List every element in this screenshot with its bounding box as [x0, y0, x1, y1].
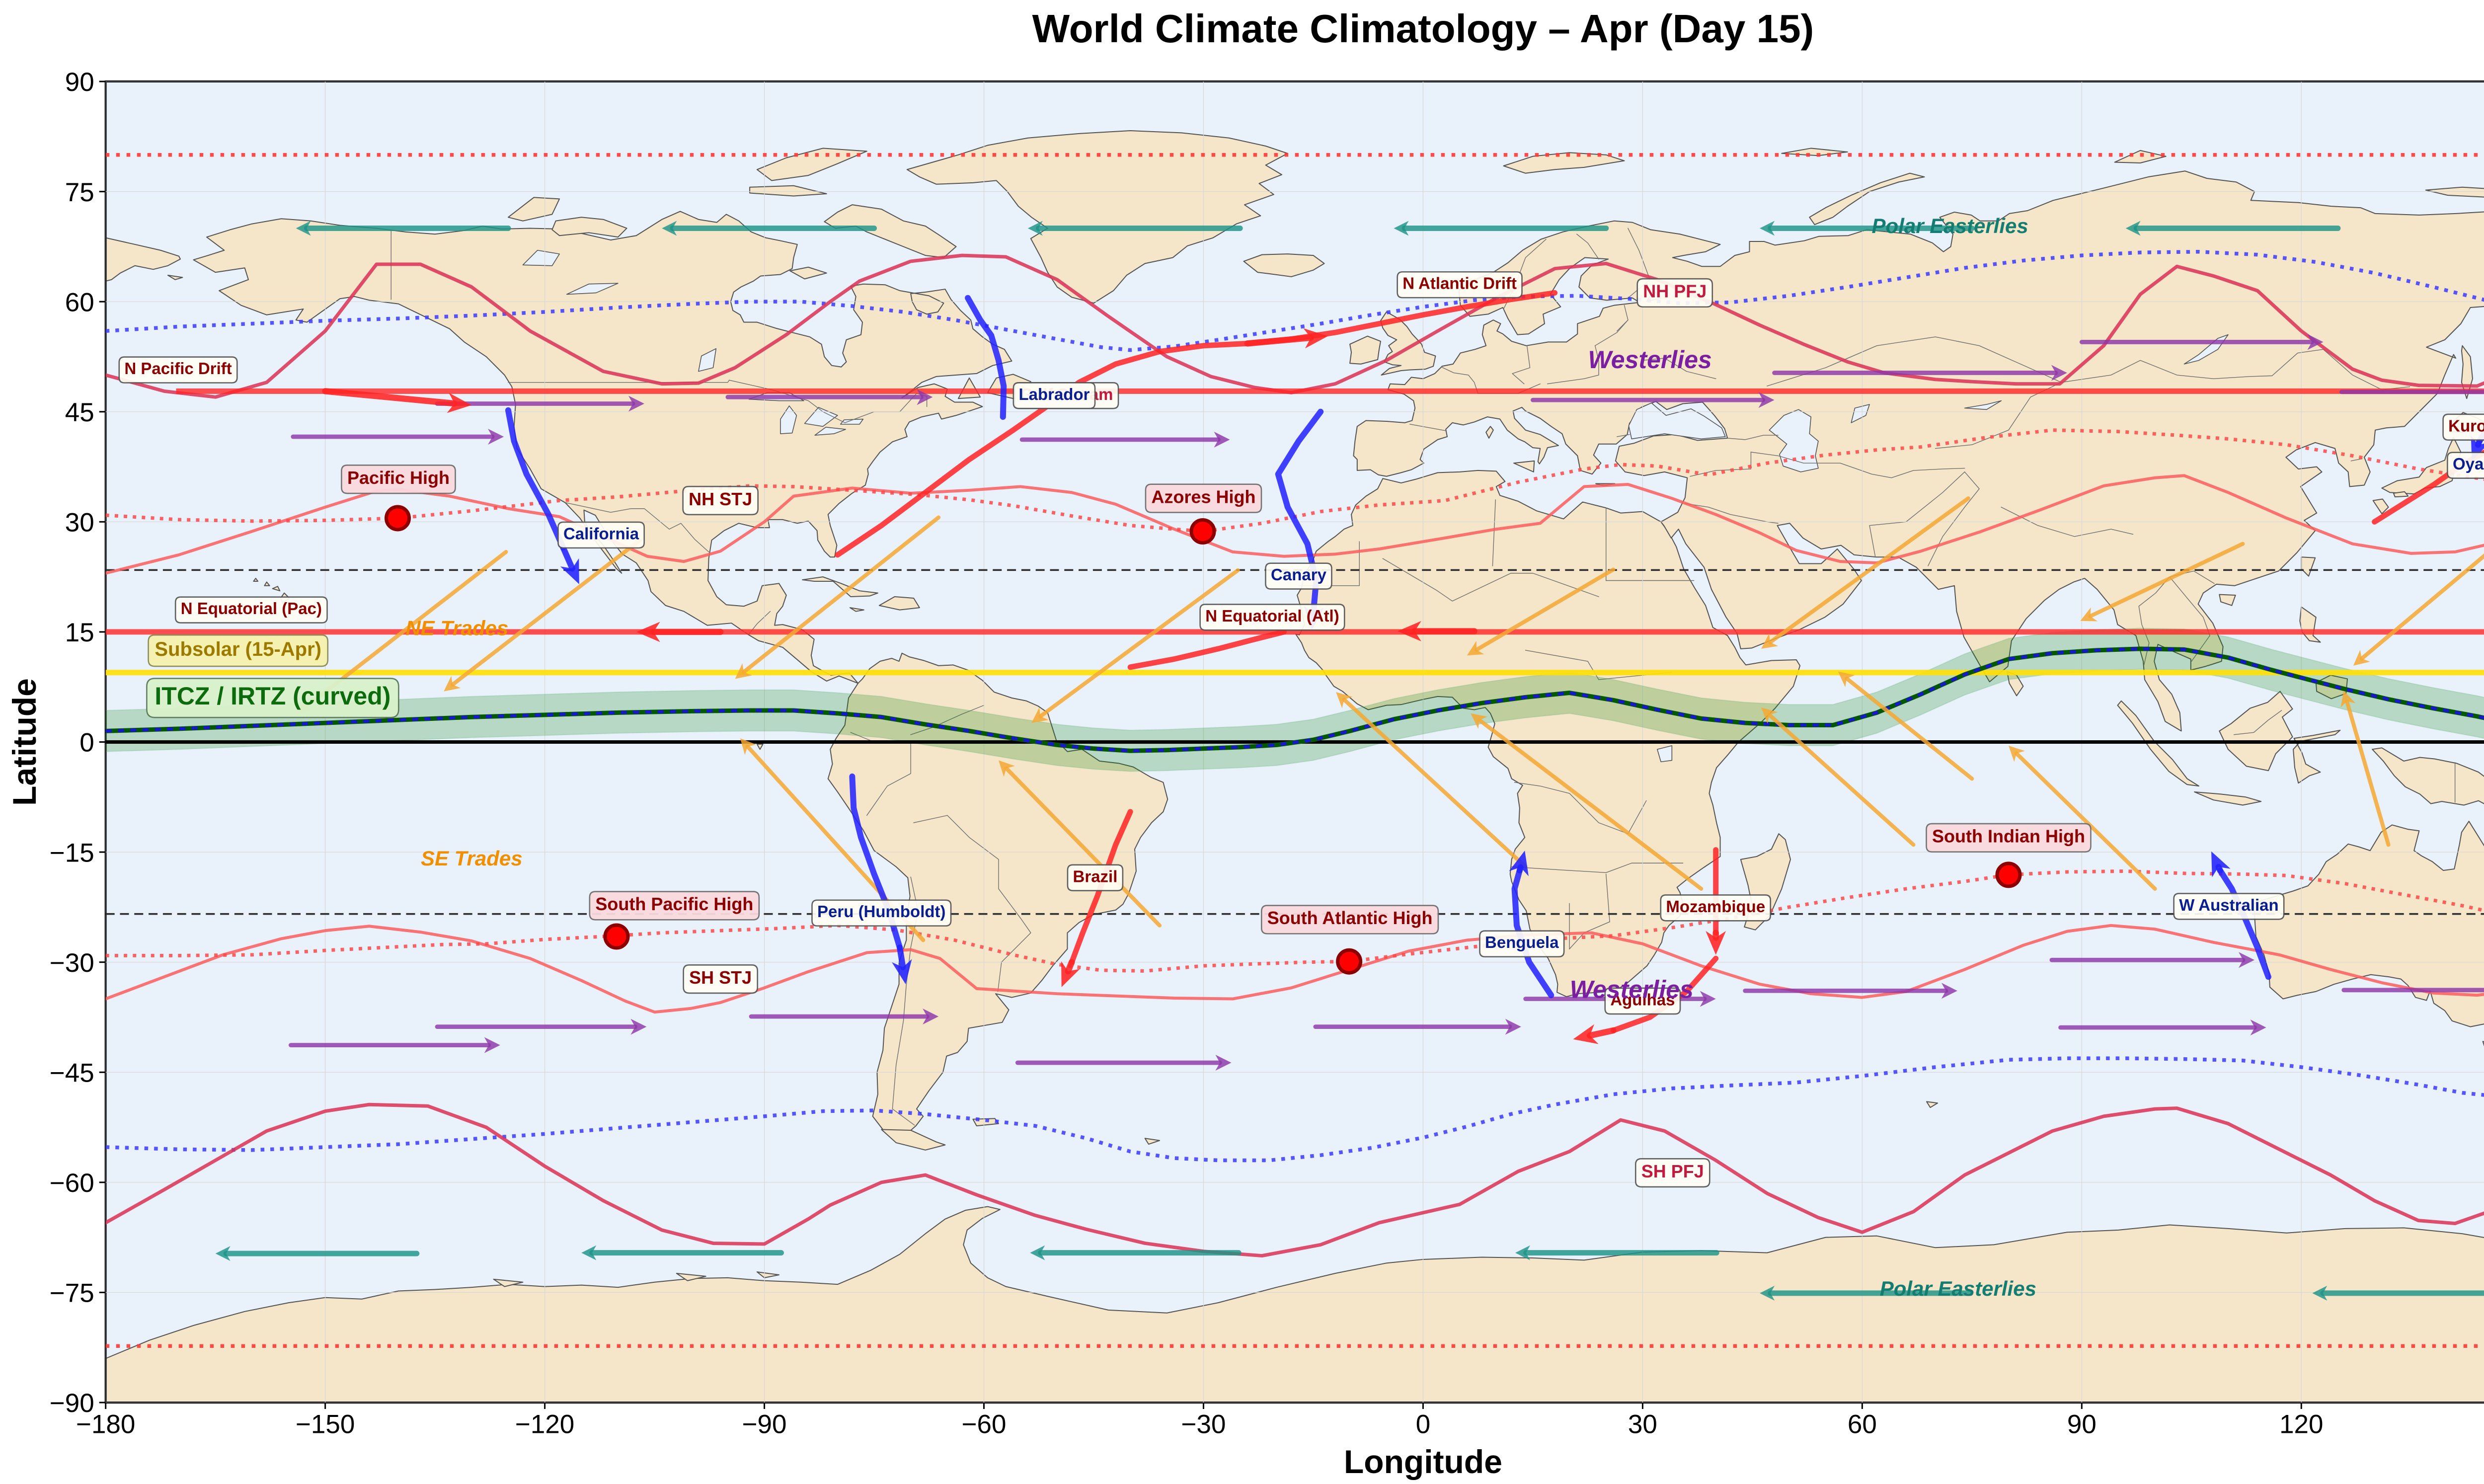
svg-text:75: 75: [65, 178, 94, 207]
svg-text:0: 0: [1416, 1409, 1430, 1439]
svg-text:NE Trades: NE Trades: [405, 616, 508, 639]
svg-text:−150: −150: [296, 1409, 355, 1439]
svg-text:NH STJ: NH STJ: [689, 489, 752, 509]
svg-text:−15: −15: [50, 838, 94, 867]
svg-text:SH STJ: SH STJ: [689, 967, 752, 988]
svg-text:W Australian: W Australian: [2179, 896, 2278, 914]
svg-text:Polar Easterlies: Polar Easterlies: [1872, 214, 2028, 237]
svg-text:SE Trades: SE Trades: [421, 847, 523, 870]
svg-text:45: 45: [65, 398, 94, 427]
svg-text:South Indian High: South Indian High: [1932, 826, 2085, 847]
svg-text:N Equatorial (Atl): N Equatorial (Atl): [1205, 607, 1339, 625]
svg-text:90: 90: [65, 68, 94, 97]
svg-text:Oyashio: Oyashio: [2453, 455, 2484, 473]
svg-text:Brazil: Brazil: [1073, 867, 1118, 885]
svg-text:90: 90: [2067, 1409, 2096, 1439]
svg-text:South Pacific High: South Pacific High: [595, 894, 753, 914]
svg-text:Longitude: Longitude: [1344, 1443, 1502, 1480]
svg-text:N Equatorial (Pac): N Equatorial (Pac): [181, 599, 322, 618]
svg-text:−120: −120: [515, 1409, 574, 1439]
svg-text:60: 60: [65, 288, 94, 317]
svg-text:−30: −30: [50, 948, 94, 978]
svg-text:Kuroshio: Kuroshio: [2448, 416, 2484, 435]
svg-text:N Pacific Drift: N Pacific Drift: [124, 359, 232, 378]
svg-text:Westerlies: Westerlies: [1588, 346, 1712, 374]
svg-text:Westerlies: Westerlies: [1570, 976, 1694, 1004]
svg-text:−90: −90: [50, 1389, 94, 1418]
svg-text:Peru (Humboldt): Peru (Humboldt): [817, 902, 945, 921]
svg-text:15: 15: [65, 618, 94, 647]
svg-text:−75: −75: [50, 1279, 94, 1308]
svg-text:−60: −60: [962, 1409, 1007, 1439]
svg-text:ITCZ / IRTZ (curved): ITCZ / IRTZ (curved): [155, 682, 390, 710]
svg-text:South Atlantic High: South Atlantic High: [1267, 908, 1433, 928]
svg-text:30: 30: [1628, 1409, 1657, 1439]
svg-text:N Atlantic Drift: N Atlantic Drift: [1402, 274, 1517, 293]
svg-text:Polar Easterlies: Polar Easterlies: [1880, 1277, 2036, 1300]
svg-text:−45: −45: [50, 1058, 94, 1088]
svg-text:Mozambique: Mozambique: [1666, 897, 1765, 916]
svg-text:Latitude: Latitude: [6, 678, 43, 806]
svg-text:Subsolar (15-Apr): Subsolar (15-Apr): [155, 638, 321, 660]
svg-text:−180: −180: [76, 1409, 135, 1439]
svg-text:60: 60: [1848, 1409, 1877, 1439]
svg-text:NH PFJ: NH PFJ: [1643, 281, 1707, 302]
svg-text:California: California: [563, 524, 639, 543]
svg-text:Pacific High: Pacific High: [347, 468, 450, 488]
svg-text:30: 30: [65, 508, 94, 538]
svg-text:120: 120: [2279, 1409, 2323, 1439]
svg-text:Benguela: Benguela: [1485, 933, 1559, 951]
svg-text:Azores High: Azores High: [1151, 486, 1255, 507]
svg-text:Labrador: Labrador: [1018, 385, 1089, 403]
svg-text:−60: −60: [50, 1169, 94, 1198]
svg-text:Canary: Canary: [1271, 565, 1327, 584]
svg-text:World Climate Climatology – Ap: World Climate Climatology – Apr (Day 15): [1032, 6, 1814, 51]
svg-text:0: 0: [79, 728, 94, 758]
svg-text:−30: −30: [1181, 1409, 1226, 1439]
svg-text:Agulhas: Agulhas: [1610, 990, 1675, 1009]
svg-text:−90: −90: [742, 1409, 787, 1439]
svg-text:SH PFJ: SH PFJ: [1641, 1161, 1704, 1181]
